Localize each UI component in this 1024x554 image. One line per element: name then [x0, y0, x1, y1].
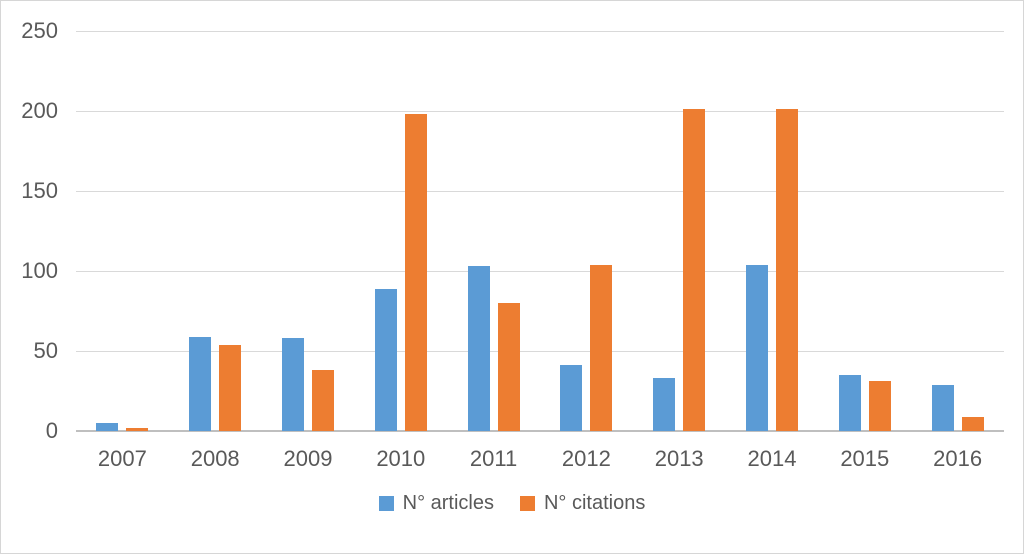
bar-n-articles-2012	[560, 365, 583, 431]
x-tick-label-2016: 2016	[933, 446, 983, 471]
bar-n-citations-2009	[312, 370, 334, 431]
bar-n-articles-2016	[931, 384, 954, 431]
x-tick-label-2012: 2012	[561, 446, 611, 471]
bar-n-citations-2016	[961, 416, 984, 431]
legend-item-citations: N° citations	[519, 491, 646, 515]
bar-n-citations-2007	[126, 427, 149, 431]
legend: N° articles N° citations	[1, 487, 1023, 519]
legend-label: N° articles	[402, 491, 494, 514]
bar-n-articles-2014	[746, 264, 768, 431]
gridline-250	[76, 31, 1004, 32]
y-tick-label-150: 150	[21, 178, 58, 203]
x-tick-label-2013: 2013	[654, 446, 704, 471]
y-tick-label-50: 50	[33, 338, 58, 363]
bar-n-citations-2015	[868, 381, 891, 431]
gridline-100	[76, 271, 1004, 272]
legend-item-articles: N° articles	[378, 491, 494, 515]
bar-n-citations-2012	[590, 264, 613, 431]
bar-n-citations-2013	[683, 109, 706, 431]
bar-n-articles-2015	[838, 375, 861, 431]
bar-n-articles-2011	[467, 266, 490, 431]
bar-n-articles-2010	[374, 288, 397, 431]
x-tick-label-2015: 2015	[840, 446, 890, 471]
y-tick-label-100: 100	[21, 258, 58, 283]
bar-n-articles-2013	[653, 378, 676, 431]
x-tick-label-2010: 2010	[376, 446, 426, 471]
gridline-50	[76, 351, 1004, 352]
x-tick-label-2011: 2011	[469, 446, 518, 471]
y-tick-label-250: 250	[21, 18, 58, 43]
legend-swatch-icon	[378, 495, 394, 511]
bar-n-citations-2008	[219, 344, 242, 431]
x-tick-label-2008: 2008	[190, 446, 240, 471]
x-tick-label-2014: 2014	[747, 446, 797, 471]
bar-n-articles-2009	[282, 338, 304, 431]
y-tick-label-0: 0	[45, 418, 58, 443]
y-tick-label-200: 200	[21, 98, 58, 123]
x-tick-label-2009: 2009	[283, 446, 333, 471]
legend-label: N° citations	[543, 491, 646, 514]
bar-n-citations-2011	[497, 303, 520, 431]
x-tick-label-2007: 2007	[97, 446, 147, 471]
bar-n-articles-2007	[96, 423, 119, 431]
bar-n-citations-2010	[404, 114, 427, 431]
gridline-150	[76, 191, 1004, 192]
bar-n-articles-2008	[189, 336, 212, 431]
bar-n-citations-2014	[776, 109, 798, 431]
x-axis-line	[76, 430, 1004, 432]
legend-swatch-icon	[519, 495, 535, 511]
gridline-200	[76, 111, 1004, 112]
